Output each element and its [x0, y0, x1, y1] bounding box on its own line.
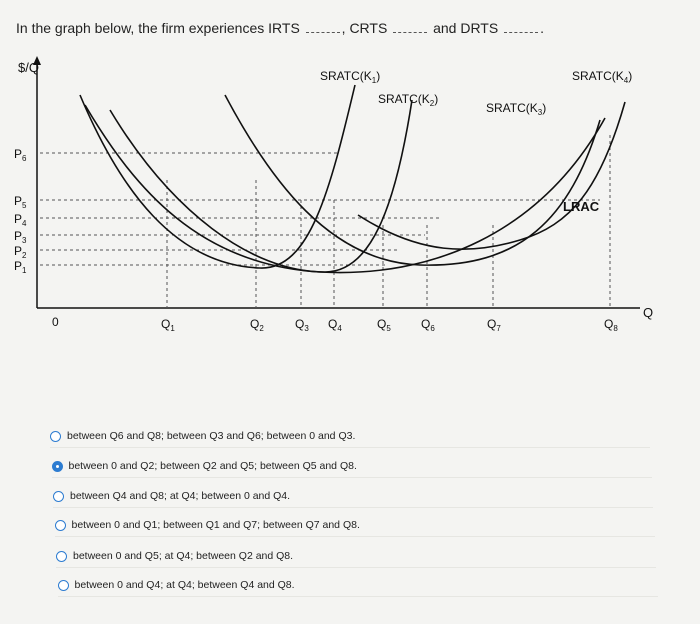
- radio-button[interactable]: [56, 550, 67, 562]
- radio-button[interactable]: [51, 460, 63, 472]
- label-lrac: LRAC: [563, 199, 600, 214]
- srtc-k2-curve: [109, 99, 413, 273]
- price-label-p6: P6: [14, 147, 27, 163]
- quantity-label-q2: Q2: [250, 317, 264, 333]
- answer-option-2[interactable]: between 0 and Q2; between Q2 and Q5; bet…: [51, 455, 652, 478]
- option-text: between Q6 and Q8; between Q3 and Q6; be…: [67, 430, 356, 442]
- option-text: between 0 and Q4; at Q4; between Q4 and …: [74, 579, 295, 591]
- srtc-k3-curve: [224, 94, 601, 266]
- radio-button[interactable]: [50, 430, 61, 442]
- label-srtc-k3: SRATC(K3): [486, 101, 546, 117]
- quantity-label-q7: Q7: [487, 317, 501, 333]
- drts-blank: [504, 20, 539, 33]
- srtc-k4-curve: [357, 101, 626, 250]
- answer-option-5[interactable]: between 0 and Q5; at Q4; between Q2 and …: [56, 545, 656, 568]
- label-srtc-k2: SRATC(K2): [378, 92, 438, 108]
- lrac-curve: [84, 104, 606, 274]
- answer-option-1[interactable]: between Q6 and Q8; between Q3 and Q6; be…: [50, 425, 650, 448]
- price-label-p5: P5: [14, 194, 27, 210]
- origin-label: 0: [52, 315, 59, 329]
- label-srtc-k1: SRATC(K1): [320, 69, 380, 85]
- option-text: between Q4 and Q8; at Q4; between 0 and …: [70, 490, 291, 502]
- option-text: between 0 and Q1; between Q1 and Q7; bet…: [71, 519, 360, 531]
- question-drts: and DRTS: [433, 20, 499, 36]
- quantity-label-q4: Q4: [328, 317, 342, 333]
- price-label-p3: P3: [14, 229, 27, 245]
- label-srtc-k4: SRATC(K4): [572, 69, 632, 85]
- quantity-label-q6: Q6: [421, 317, 435, 333]
- quantity-label-q3: Q3: [295, 317, 309, 333]
- answer-option-6[interactable]: between 0 and Q4; at Q4; between Q4 and …: [57, 574, 658, 597]
- srtc-k1-curve: [79, 84, 356, 269]
- y-axis-label: $/Q: [18, 60, 39, 75]
- answer-option-3[interactable]: between Q4 and Q8; at Q4; between 0 and …: [53, 485, 653, 508]
- option-text: between 0 and Q2; between Q2 and Q5; bet…: [68, 460, 357, 472]
- y-axis-arrow: [33, 56, 41, 65]
- question-crts: , CRTS: [341, 20, 388, 36]
- answer-option-4[interactable]: between 0 and Q1; between Q1 and Q7; bet…: [54, 514, 655, 537]
- x-axis-label: Q: [643, 305, 653, 320]
- price-label-p2: P2: [14, 244, 27, 260]
- radio-button[interactable]: [53, 490, 64, 502]
- question-text: In the graph below, the firm experiences…: [16, 20, 544, 36]
- question-prefix: In the graph below, the firm experiences…: [16, 20, 300, 36]
- price-label-p4: P4: [14, 212, 27, 228]
- quantity-label-q1: Q1: [161, 317, 175, 333]
- option-text: between 0 and Q5; at Q4; between Q2 and …: [73, 550, 294, 562]
- quantity-label-q8: Q8: [604, 317, 618, 333]
- price-label-p1: P1: [14, 259, 27, 275]
- crts-blank: [393, 20, 428, 33]
- quantity-label-q5: Q5: [377, 317, 391, 333]
- irts-blank: [305, 20, 340, 33]
- axes: $/Q Q 0: [18, 56, 653, 329]
- radio-button[interactable]: [54, 519, 66, 531]
- radio-button[interactable]: [57, 579, 69, 591]
- question-end: .: [540, 20, 544, 36]
